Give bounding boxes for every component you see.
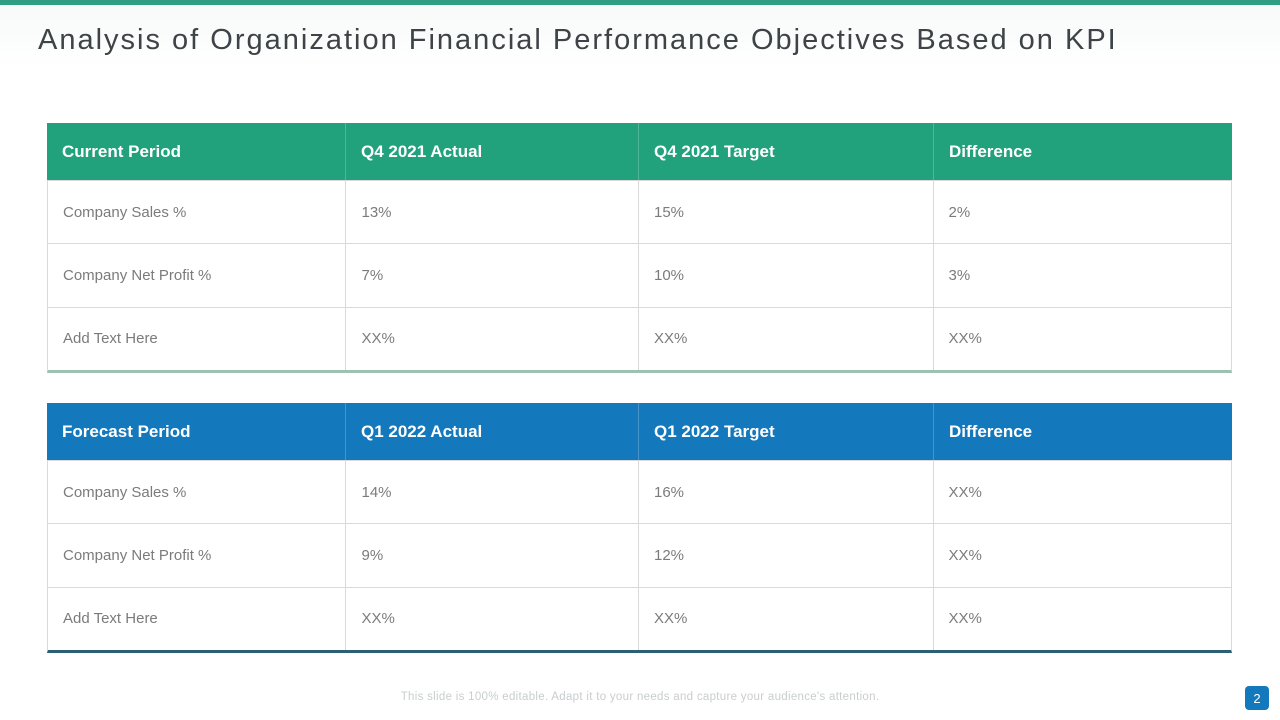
- table-body: Company Sales % 14% 16% XX% Company Net …: [47, 460, 1232, 653]
- cell-target-value: 15%: [638, 181, 933, 244]
- forecast-period-table: Forecast Period Q1 2022 Actual Q1 2022 T…: [47, 403, 1232, 653]
- cell-placeholder-label: Add Text Here: [63, 330, 158, 348]
- header-cell-q1-target: Q1 2022 Target: [638, 403, 933, 460]
- cell-difference-value: 3%: [932, 244, 1232, 307]
- cell-metric-label: Company Net Profit %: [63, 266, 212, 284]
- header-cell-difference: Difference: [933, 403, 1232, 460]
- cell-actual-value: XX%: [345, 587, 638, 650]
- cell-difference-value: XX%: [932, 461, 1232, 524]
- cell-metric-label: Company Sales %: [63, 203, 187, 221]
- table-row: Company Net Profit % 7% 10% 3%: [48, 243, 1232, 307]
- cell-target-value: 16%: [638, 461, 933, 524]
- cell-actual-value: 14%: [345, 461, 638, 524]
- cell-target-value: 10%: [638, 244, 933, 307]
- table-row: Company Net Profit % 9% 12% XX%: [48, 523, 1232, 587]
- cell-actual-value: 7%: [345, 244, 638, 307]
- cell-metric-label: Company Net Profit %: [63, 546, 212, 564]
- table-row: Add Text Here XX% XX% XX%: [48, 586, 1232, 650]
- cell-difference-value: XX%: [932, 587, 1232, 650]
- editable-disclaimer: This slide is 100% editable. Adapt it to…: [400, 691, 880, 703]
- cell-target-value: XX%: [638, 307, 933, 370]
- cell-target-value: XX%: [638, 587, 933, 650]
- header-cell-forecast-period: Forecast Period: [62, 421, 191, 441]
- header-cell-current-period: Current Period: [62, 141, 182, 161]
- cell-actual-value: 13%: [345, 181, 638, 244]
- cell-target-value: 12%: [638, 524, 933, 587]
- cell-metric-label: Company Sales %: [63, 483, 187, 501]
- header-cell-q4-actual: Q4 2021 Actual: [345, 123, 638, 180]
- cell-placeholder-label: Add Text Here: [63, 610, 158, 628]
- cell-difference-value: XX%: [932, 524, 1232, 587]
- table-body: Company Sales % 13% 15% 2% Company Net P…: [47, 180, 1232, 373]
- header-cell-difference: Difference: [933, 123, 1232, 180]
- page-number: 2: [1253, 690, 1261, 706]
- page-number-badge: 2: [1245, 686, 1269, 710]
- table-row: Company Sales % 13% 15% 2%: [48, 180, 1232, 244]
- header-cell-q1-actual: Q1 2022 Actual: [345, 403, 638, 460]
- cell-actual-value: 9%: [345, 524, 638, 587]
- top-accent-bar: [0, 0, 1280, 5]
- cell-actual-value: XX%: [345, 307, 638, 370]
- cell-difference-value: 2%: [932, 181, 1232, 244]
- cell-difference-value: XX%: [932, 307, 1232, 370]
- header-cell-q4-target: Q4 2021 Target: [638, 123, 933, 180]
- table-header-row: Current Period Q4 2021 Actual Q4 2021 Ta…: [47, 123, 1232, 180]
- slide-title: Analysis of Organization Financial Perfo…: [38, 24, 1118, 56]
- table-row: Company Sales % 14% 16% XX%: [48, 460, 1232, 524]
- table-row: Add Text Here XX% XX% XX%: [48, 306, 1232, 370]
- current-period-table: Current Period Q4 2021 Actual Q4 2021 Ta…: [47, 123, 1232, 373]
- table-header-row: Forecast Period Q1 2022 Actual Q1 2022 T…: [47, 403, 1232, 460]
